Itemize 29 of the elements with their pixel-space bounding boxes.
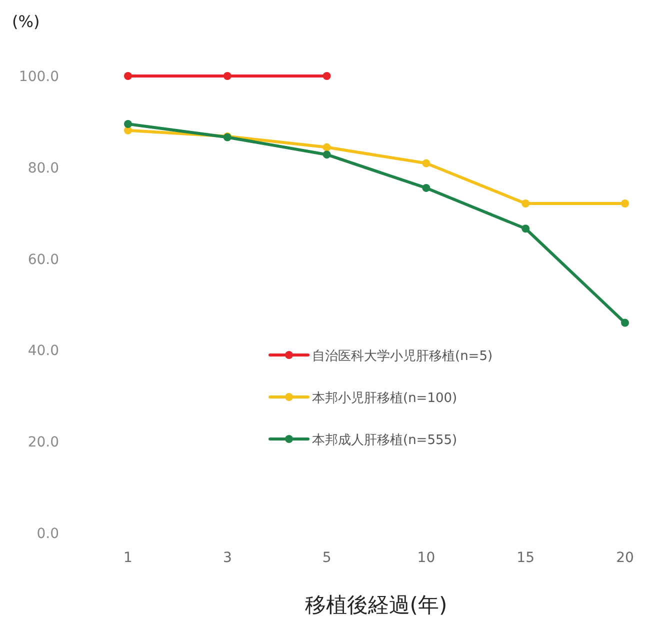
point [522,200,530,208]
y-tick-label: 0.0 [36,526,59,542]
point [124,120,132,128]
xlabel: 移植後経過(年) [304,593,448,617]
legend-label: 本邦成人肝移植(n=555) [312,433,458,448]
point [322,72,331,80]
x-tick-label: 15 [516,550,535,566]
y-tick-label: 100.0 [18,69,59,85]
y-tick-label: 80.0 [28,160,59,176]
point [322,143,331,152]
x-tick-label: 3 [222,550,232,566]
point [522,224,530,233]
x-tick-label: 1 [124,550,132,566]
point [124,72,132,80]
y-tick-label: 60.0 [28,252,59,268]
legend-label: 自治医科大学小児肝移植(n=5) [312,349,493,364]
point [322,150,331,159]
legend-label: 本邦小児肝移植(n=100) [312,391,458,406]
point [223,72,232,80]
point [621,318,629,327]
point [621,200,629,208]
point [422,184,430,192]
y-tick-label: 40.0 [28,343,59,360]
y-tick-label: 20.0 [28,434,59,451]
x-tick-label: 20 [616,550,634,566]
point [422,159,430,168]
ylabel: (%) [12,12,40,31]
x-tick-label: 5 [322,550,332,566]
x-tick-label: 10 [417,550,436,566]
